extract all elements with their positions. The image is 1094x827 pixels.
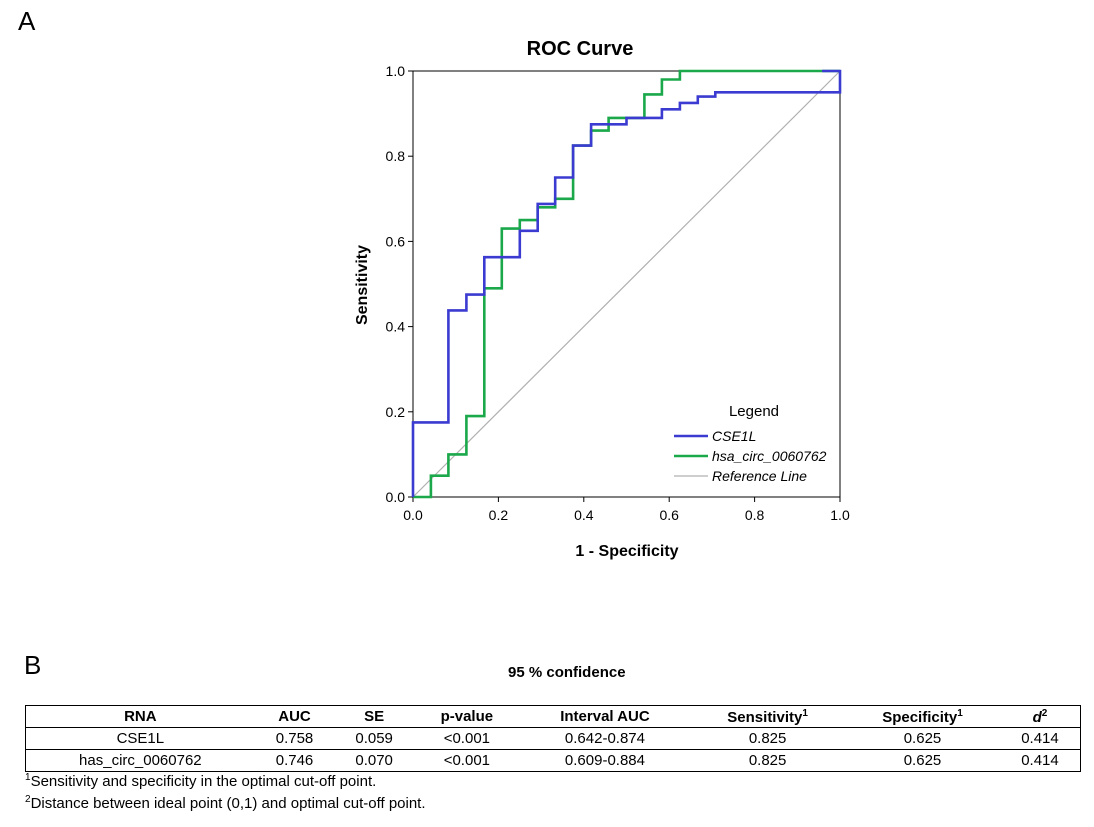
legend-entry: Reference Line bbox=[712, 468, 807, 484]
stats-table: RNA AUC SE p-value Interval AUC Sensitiv… bbox=[25, 705, 1081, 772]
legend-title: Legend bbox=[729, 403, 779, 420]
plot-frame bbox=[412, 70, 841, 498]
x-tick-label: 1.0 bbox=[830, 507, 850, 523]
footnote-1: 1Sensitivity and specificity in the opti… bbox=[25, 772, 377, 790]
table-cell: 0.070 bbox=[355, 752, 393, 769]
y-tick-label: 0.2 bbox=[386, 404, 406, 420]
x-tick-label: 0.4 bbox=[574, 507, 594, 523]
footnote-2: 2Distance between ideal point (0,1) and … bbox=[25, 794, 426, 812]
x-tick-label: 0.0 bbox=[403, 507, 423, 523]
table-cell: <0.001 bbox=[443, 752, 490, 769]
header-rna: RNA bbox=[124, 708, 157, 725]
header-sensitivity: Sensitivity1 bbox=[727, 707, 808, 726]
y-axis-label: Sensitivity bbox=[354, 245, 371, 325]
x-tick-label: 0.8 bbox=[745, 507, 765, 523]
table-cell: 0.825 bbox=[748, 730, 787, 747]
y-tick-label: 0.6 bbox=[386, 233, 406, 249]
chart-title: ROC Curve bbox=[527, 38, 634, 60]
table-cell: 0.625 bbox=[903, 730, 942, 747]
table-cell: 0.414 bbox=[1021, 730, 1059, 747]
x-tick-label: 0.2 bbox=[489, 507, 509, 523]
panel-label-b: B bbox=[24, 650, 42, 680]
table-cell: 0.825 bbox=[748, 752, 787, 769]
header-auc: AUC bbox=[278, 708, 311, 725]
table-cell: <0.001 bbox=[443, 730, 490, 747]
table-row: has_circ_0060762 0.746 0.070 <0.001 0.60… bbox=[25, 750, 1081, 772]
panel-label-a: A bbox=[18, 6, 36, 36]
y-tick-label: 0.8 bbox=[386, 148, 406, 164]
header-specificity: Specificity1 bbox=[882, 707, 963, 726]
series-line-reference-line bbox=[412, 70, 841, 498]
table-cell: 0.609-0.884 bbox=[564, 752, 645, 769]
series-line-hsa-circ-0060762 bbox=[413, 69, 840, 499]
table-cell: CSE1L bbox=[116, 730, 165, 747]
table-cell: 0.625 bbox=[903, 752, 942, 769]
header-d: d2 bbox=[1032, 707, 1048, 726]
table-cell: 0.746 bbox=[275, 752, 314, 769]
table-row: CSE1L 0.758 0.059 <0.001 0.642-0.874 0.8… bbox=[25, 728, 1081, 750]
table-header-row: RNA AUC SE p-value Interval AUC Sensitiv… bbox=[25, 706, 1081, 728]
table-caption: 95 % confidence bbox=[508, 664, 626, 681]
table-cell: 0.642-0.874 bbox=[564, 730, 645, 747]
header-se: SE bbox=[364, 708, 385, 725]
y-tick-label: 1.0 bbox=[386, 63, 406, 79]
series-line-cse1l bbox=[411, 69, 842, 497]
x-tick-label: 0.6 bbox=[659, 507, 679, 523]
legend-entry: CSE1L bbox=[712, 428, 756, 444]
header-p-value: p-value bbox=[440, 708, 494, 725]
legend-entry: hsa_circ_0060762 bbox=[712, 448, 827, 464]
header-interval-auc: Interval AUC bbox=[560, 708, 650, 725]
table-cell: 0.758 bbox=[275, 730, 314, 747]
y-tick-label: 0.4 bbox=[386, 319, 406, 335]
x-axis-label: 1 - Specificity bbox=[575, 543, 678, 560]
table-cell: has_circ_0060762 bbox=[79, 752, 202, 769]
table-cell: 0.059 bbox=[355, 730, 393, 747]
roc-chart: ROC Curve 0.0 0.2 0.4 0.6 0.8 1.0 0.0 0.2 0.4 0.6… bbox=[354, 38, 850, 560]
y-tick-label: 0.0 bbox=[386, 489, 406, 505]
table-cell: 0.414 bbox=[1021, 752, 1059, 769]
